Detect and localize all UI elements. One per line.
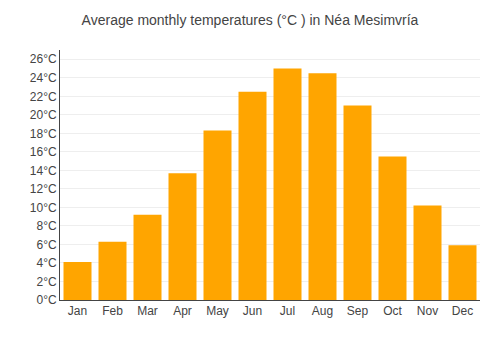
svg-text:Oct: Oct (383, 304, 402, 318)
svg-text:Jun: Jun (243, 304, 262, 318)
svg-text:Nov: Nov (417, 304, 438, 318)
svg-text:12°C: 12°C (30, 182, 57, 196)
svg-text:Aug: Aug (312, 304, 333, 318)
svg-text:6°C: 6°C (36, 238, 56, 252)
svg-text:0°C: 0°C (36, 293, 56, 307)
svg-text:16°C: 16°C (30, 145, 57, 159)
svg-text:Dec: Dec (452, 304, 473, 318)
svg-text:4°C: 4°C (36, 256, 56, 270)
svg-text:22°C: 22°C (30, 90, 57, 104)
svg-text:May: May (206, 304, 229, 318)
svg-text:14°C: 14°C (30, 164, 57, 178)
svg-text:Average monthly temperatures (: Average monthly temperatures (°C ) in Né… (82, 12, 419, 28)
svg-text:Feb: Feb (102, 304, 123, 318)
svg-text:8°C: 8°C (36, 219, 56, 233)
svg-text:26°C: 26°C (30, 52, 57, 66)
svg-text:20°C: 20°C (30, 108, 57, 122)
svg-text:Sep: Sep (347, 304, 369, 318)
svg-text:Jul: Jul (280, 304, 295, 318)
svg-text:Apr: Apr (173, 304, 192, 318)
svg-text:Mar: Mar (137, 304, 158, 318)
svg-text:18°C: 18°C (30, 127, 57, 141)
svg-text:Jan: Jan (68, 304, 87, 318)
svg-text:10°C: 10°C (30, 201, 57, 215)
svg-text:2°C: 2°C (36, 275, 56, 289)
svg-text:24°C: 24°C (30, 71, 57, 85)
